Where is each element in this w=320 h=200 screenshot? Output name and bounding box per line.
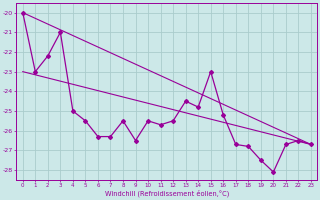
X-axis label: Windchill (Refroidissement éolien,°C): Windchill (Refroidissement éolien,°C) (105, 190, 229, 197)
